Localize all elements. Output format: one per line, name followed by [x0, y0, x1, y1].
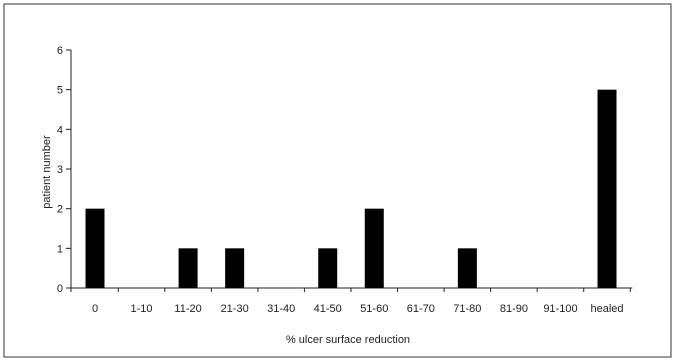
x-tick-label: 51-60 — [360, 303, 388, 315]
x-tick-label: 1-10 — [131, 303, 153, 315]
x-tick-label: 11-20 — [174, 303, 201, 315]
x-tick-label: 81-90 — [500, 303, 528, 315]
x-tick-label: 61-70 — [407, 303, 435, 315]
x-tick-label: 41-50 — [314, 303, 342, 315]
bar-21-30 — [225, 248, 245, 288]
bar-11-20 — [178, 248, 198, 288]
y-tick-label: 1 — [57, 243, 63, 255]
y-axis: 0 1 2 3 4 5 6 — [57, 45, 72, 295]
x-axis-title: % ulcer surface reduction — [286, 334, 410, 346]
bar-healed — [597, 89, 617, 289]
y-tick-label: 3 — [57, 164, 63, 176]
y-tick-label: 2 — [57, 204, 63, 216]
x-tick-label: 31-40 — [267, 303, 295, 315]
y-tick-label: 6 — [57, 45, 63, 57]
bar-41-50 — [318, 248, 338, 288]
y-tick-label: 4 — [57, 124, 63, 136]
bar-71-80 — [457, 248, 477, 288]
x-tick-label: 21-30 — [221, 303, 249, 315]
y-tick-label: 5 — [57, 85, 63, 97]
x-tick-label: 91-100 — [543, 303, 577, 315]
bar-51-60 — [364, 208, 384, 288]
bars — [85, 89, 617, 289]
bar-0 — [85, 208, 105, 288]
y-tick-label: 0 — [57, 283, 63, 295]
x-tick-label: healed — [590, 303, 623, 315]
x-axis: 0 1-10 11-20 21-30 31-40 41-50 51-60 61-70 71-80… — [70, 287, 633, 315]
figure-frame — [3, 3, 672, 358]
y-axis-title: patient number — [41, 135, 53, 209]
x-tick-label: 71-80 — [453, 303, 481, 315]
x-tick-label: 0 — [92, 303, 98, 315]
